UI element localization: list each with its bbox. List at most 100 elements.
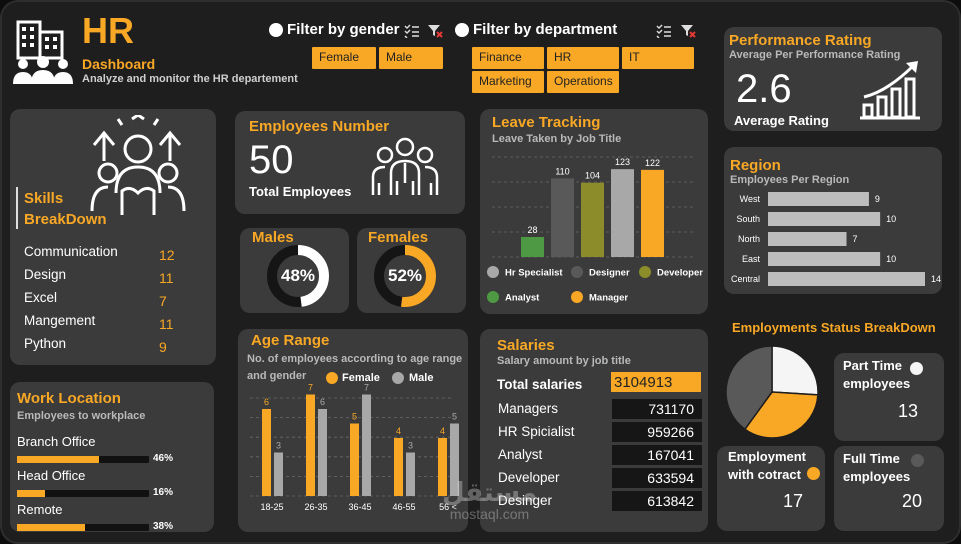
filter-chip-male[interactable]: Male xyxy=(379,47,443,69)
contract-label-2: with cotract xyxy=(728,467,801,482)
part-time-value: 13 xyxy=(898,401,919,421)
salary-job-title: Developer xyxy=(498,470,560,485)
skills-title-bar xyxy=(16,187,18,229)
full-time-label-1: Full Time xyxy=(843,451,900,466)
skill-value: 11 xyxy=(159,316,174,332)
region-bar xyxy=(768,192,869,206)
males-title: Males xyxy=(252,229,294,246)
region-title: Region xyxy=(730,157,781,174)
growth-chart-icon xyxy=(860,59,924,121)
age-bar-label: 3 xyxy=(276,441,281,451)
full-time-value: 20 xyxy=(902,491,923,511)
leave-bar-label: 110 xyxy=(555,166,569,176)
multi-select-icon[interactable] xyxy=(404,24,420,39)
performance-title: Performance Rating xyxy=(729,32,872,49)
region-category-label: North xyxy=(738,234,760,244)
region-category-label: South xyxy=(736,214,760,224)
legend-female-label: Female xyxy=(342,372,380,384)
males-card: Males 48% xyxy=(240,228,349,313)
department-filter-radio[interactable] xyxy=(455,23,469,37)
salary-job-title: Desinger xyxy=(498,493,553,508)
region-value-label: 14 xyxy=(931,274,941,284)
age-bar xyxy=(362,394,371,496)
work-location-bar-track xyxy=(17,456,149,463)
age-bar-label: 7 xyxy=(308,383,313,393)
salaries-title: Salaries xyxy=(497,337,555,354)
females-card: Females 52% xyxy=(357,228,466,313)
performance-subtitle: Average Per Performance Rating xyxy=(729,49,901,61)
full-time-card: Full Time employees 20 xyxy=(834,446,944,531)
age-category-label: 36-45 xyxy=(348,502,371,512)
salary-amount: 731170 xyxy=(612,399,702,419)
skill-value: 11 xyxy=(159,270,174,286)
age-bar-label: 4 xyxy=(440,426,445,436)
total-salaries-value: 3104913 xyxy=(611,372,701,392)
gender-filter-radio[interactable] xyxy=(269,23,283,37)
legend-male-dot xyxy=(392,372,404,384)
work-location-bar-track xyxy=(17,524,149,531)
females-title: Females xyxy=(368,229,429,246)
employees-value: 50 xyxy=(249,138,294,182)
leave-card: Leave Tracking Leave Taken by Job Title … xyxy=(480,109,708,314)
region-bar xyxy=(768,252,881,266)
full-time-dot xyxy=(911,454,924,467)
females-percent: 52% xyxy=(387,266,423,285)
males-donut xyxy=(267,245,329,307)
skill-value: 9 xyxy=(159,339,167,355)
skill-value: 7 xyxy=(159,293,167,309)
skills-title-line1: Skills xyxy=(24,190,64,207)
salary-amount: 613842 xyxy=(612,491,702,511)
work-location-percent: 38% xyxy=(153,521,174,532)
teamwork-icon xyxy=(86,113,190,219)
region-value-label: 9 xyxy=(875,194,880,204)
age-category-label: 18-25 xyxy=(260,502,283,512)
region-value-label: 10 xyxy=(886,254,896,264)
filter-chip-operations[interactable]: Operations xyxy=(547,71,619,93)
leave-bar xyxy=(641,169,664,257)
hr-building-logo-icon xyxy=(10,16,76,86)
leave-legend-label: Manager xyxy=(589,293,628,304)
leave-bar-label: 104 xyxy=(585,171,600,181)
leave-legend-dot xyxy=(487,266,499,278)
skill-name: Python xyxy=(24,336,67,351)
filter-chip-finance[interactable]: Finance xyxy=(472,47,544,69)
status-pie-slice xyxy=(771,345,819,396)
region-value-label: 7 xyxy=(853,234,858,244)
status-pie-chart xyxy=(725,345,819,439)
employees-label: Total Employees xyxy=(249,184,352,199)
performance-value: 2.6 xyxy=(736,67,792,111)
age-bar xyxy=(274,452,283,496)
part-time-card: Part Time employees 13 xyxy=(834,353,944,441)
filter-chip-marketing[interactable]: Marketing xyxy=(472,71,544,93)
leave-title: Leave Tracking xyxy=(492,114,601,131)
age-bar xyxy=(406,452,415,496)
age-bar-label: 4 xyxy=(396,426,401,436)
contract-card: Employment with cotract 17 xyxy=(717,446,825,531)
skill-name: Design xyxy=(24,267,67,282)
part-time-dot xyxy=(910,362,923,375)
work-location-bar-fill xyxy=(17,456,99,463)
skills-title-line2: BreakDown xyxy=(24,211,107,228)
filter-chip-it[interactable]: IT xyxy=(622,47,694,69)
age-category-label: 56 < xyxy=(439,502,457,512)
filter-chip-hr[interactable]: HR xyxy=(547,47,619,69)
leave-bar-label: 28 xyxy=(527,225,537,235)
multi-select-icon[interactable] xyxy=(656,24,672,39)
region-subtitle: Employees Per Region xyxy=(730,174,850,186)
filter-chip-female[interactable]: Female xyxy=(312,47,376,69)
full-time-label-2: employees xyxy=(843,469,911,484)
leave-bar xyxy=(611,169,634,257)
header-tagline: Analyze and monitor the HR departement xyxy=(82,73,298,85)
age-bar-label: 6 xyxy=(264,397,269,407)
age-bar-label: 3 xyxy=(408,441,413,451)
work-location-name: Remote xyxy=(17,502,63,517)
leave-bar xyxy=(581,182,604,257)
gender-filter-label: Filter by gender xyxy=(287,21,400,38)
age-category-label: 46-55 xyxy=(392,502,415,512)
age-bar xyxy=(318,409,327,496)
employees-title: Employees Number xyxy=(249,118,390,135)
age-bar-label: 6 xyxy=(320,397,325,407)
clear-filter-icon[interactable] xyxy=(680,24,696,38)
clear-filter-icon[interactable] xyxy=(427,24,443,38)
